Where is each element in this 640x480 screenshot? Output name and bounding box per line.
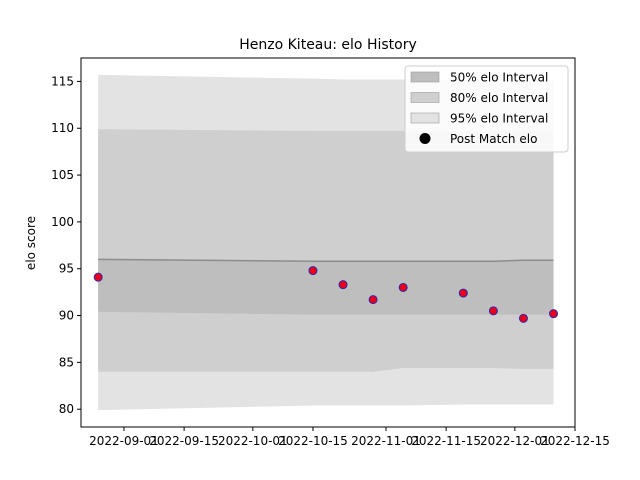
- y-tick-label: 80: [59, 402, 74, 416]
- interval-band: [98, 259, 554, 315]
- y-tick-label: 95: [59, 262, 74, 276]
- y-tick-label: 100: [51, 215, 74, 229]
- mean-line: [98, 258, 554, 262]
- x-tick-label: 2022-09-01: [89, 434, 159, 448]
- data-point: [308, 266, 318, 276]
- plot-frame: [80, 57, 576, 428]
- legend-swatch: [410, 71, 440, 83]
- data-point: [398, 282, 408, 292]
- y-tick-label: 110: [51, 121, 74, 135]
- x-tick-label: 2022-11-15: [411, 434, 481, 448]
- legend-label: Post Match elo: [450, 132, 537, 146]
- chart-title: Henzo Kiteau: elo History: [239, 37, 417, 53]
- data-point: [338, 280, 348, 290]
- interval-band: [98, 129, 554, 372]
- x-tick-label: 2022-10-15: [278, 434, 348, 448]
- legend: 50% elo Interval 80% elo Interval 95% elo …: [404, 65, 569, 153]
- legend-swatch: [410, 92, 440, 103]
- legend-label: 80% elo Interval: [450, 91, 548, 105]
- legend-box: [404, 65, 569, 153]
- data-point: [549, 309, 559, 319]
- legend-label: 50% elo Interval: [450, 71, 548, 85]
- x-tick-label: 2022-09-15: [149, 434, 219, 448]
- data-point: [368, 295, 378, 305]
- data-point: [518, 313, 528, 323]
- legend-swatch: [410, 112, 440, 124]
- x-tick-label: 2022-11-01: [351, 434, 421, 448]
- x-tick-label: 2022-12-15: [540, 434, 610, 448]
- data-point: [488, 306, 498, 316]
- data-point: [458, 288, 468, 298]
- y-tick-label: 115: [51, 74, 74, 88]
- data-point: [93, 272, 103, 282]
- y-tick-label: 85: [59, 355, 74, 369]
- x-tick-label: 2022-12-01: [480, 434, 550, 448]
- legend-label: 95% elo Interval: [450, 112, 548, 126]
- legend-marker: [419, 133, 431, 144]
- x-tick-label: 2022-10-01: [218, 434, 288, 448]
- y-tick-label: 90: [59, 309, 74, 323]
- y-axis-label: elo score: [24, 216, 38, 270]
- y-tick-label: 105: [51, 168, 74, 182]
